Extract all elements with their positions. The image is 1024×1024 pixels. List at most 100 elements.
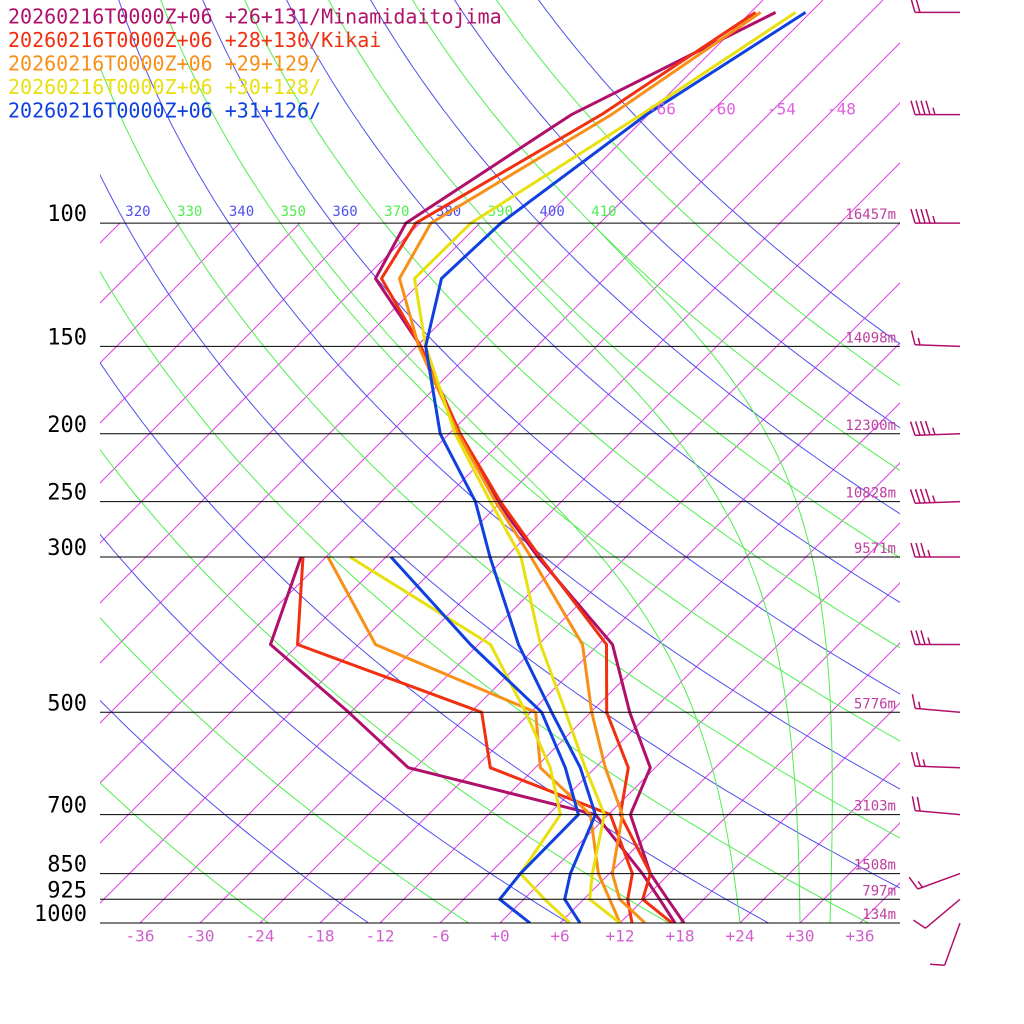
adiabat-label: 400 — [540, 204, 565, 220]
barb-staff — [915, 809, 961, 816]
x-tick-label: +30 — [786, 927, 815, 946]
barb-half — [917, 880, 924, 888]
barb-full — [910, 330, 916, 345]
barb-full — [916, 796, 921, 812]
dry-adiabat — [100, 270, 869, 923]
barb-full — [910, 751, 916, 767]
barb-full — [920, 208, 926, 224]
barb-staff — [915, 707, 961, 714]
adiabat-label: 360 — [332, 204, 357, 220]
isotherm — [100, 0, 824, 724]
wind-barb — [913, 898, 961, 929]
wind-barb — [930, 922, 961, 967]
wind-barb — [910, 208, 960, 224]
isotherm — [100, 222, 301, 424]
pressure-label: 500 — [47, 691, 87, 716]
wind-barb — [910, 751, 961, 769]
dry-adiabat — [370, 0, 900, 515]
x-tick-label: +6 — [550, 927, 569, 946]
barb-full — [925, 208, 931, 224]
legend-entry: 20260216T0000Z+06 +28+130/Kikai — [8, 28, 381, 52]
barb-half — [932, 215, 936, 224]
barb-full — [920, 542, 926, 558]
isotherm-label: -66 — [647, 100, 676, 119]
wind-barb — [911, 796, 961, 816]
legend-entry: 20260216T0000Z+06 +29+129/ — [8, 52, 321, 76]
dry-adiabat — [100, 361, 769, 923]
barb-staff — [917, 872, 961, 890]
adiabat-label: 370 — [384, 204, 409, 220]
dry-adiabat — [328, 0, 900, 559]
barb-half — [932, 107, 936, 115]
barb-full — [914, 488, 921, 504]
barb-full — [925, 100, 931, 115]
isotherm — [619, 642, 900, 923]
dry-adiabat — [202, 0, 900, 695]
isotherm — [439, 462, 900, 923]
barb-full — [910, 542, 916, 558]
x-tick-label: -6 — [430, 927, 449, 946]
dewpoint-line — [269, 556, 677, 923]
dry-adiabat — [495, 0, 900, 387]
dry-adiabat — [100, 173, 900, 889]
isotherm — [679, 702, 900, 923]
wind-barb — [909, 488, 961, 504]
isotherm — [319, 342, 900, 923]
height-label: 797m — [862, 883, 896, 899]
barb-staff — [915, 500, 961, 504]
height-label: 16457m — [845, 207, 896, 223]
temperature-line — [398, 11, 762, 923]
x-tick-label: -24 — [246, 927, 275, 946]
pressure-label: 250 — [47, 481, 87, 506]
barb-full — [910, 208, 916, 224]
dry-adiabat — [118, 0, 900, 790]
barb-full — [915, 100, 921, 115]
isotherm — [100, 222, 241, 364]
x-tick-label: -30 — [186, 927, 215, 946]
wind-barb — [908, 872, 961, 890]
isotherm — [379, 402, 900, 923]
dry-adiabat — [244, 0, 900, 649]
isotherm-label: -48 — [827, 100, 856, 119]
dry-adiabat — [160, 0, 900, 742]
pressure-label: 200 — [47, 413, 87, 438]
barb-full — [920, 630, 926, 645]
barb-half — [927, 549, 931, 558]
barb-full — [910, 100, 916, 115]
barb-full — [913, 919, 926, 929]
height-label: 12300m — [845, 418, 896, 434]
barb-full — [910, 0, 916, 13]
barb-full — [924, 420, 931, 436]
barb-full — [910, 630, 916, 645]
barb-full — [914, 421, 921, 436]
height-label: 5776m — [854, 696, 896, 712]
wind-barb — [910, 100, 960, 116]
wind-barb — [910, 330, 961, 348]
isotherm — [100, 42, 900, 844]
barb-half — [927, 637, 931, 645]
isotherm — [499, 522, 900, 923]
height-label: 3103m — [854, 799, 896, 815]
isotherm — [100, 222, 421, 544]
x-tick-label: +18 — [666, 927, 695, 946]
barb-half — [918, 701, 921, 709]
barb-full — [915, 0, 921, 13]
adiabat-label: 320 — [125, 204, 150, 220]
barb-full — [915, 542, 921, 558]
height-label: 14098m — [845, 330, 896, 346]
height-label: 134m — [862, 907, 896, 923]
moist-adiabat — [591, 223, 833, 923]
barb-staff — [925, 898, 961, 929]
height-label: 1508m — [854, 858, 896, 874]
x-tick-label: +12 — [606, 927, 635, 946]
dry-adiabat — [100, 699, 369, 923]
wind-barb — [910, 542, 960, 558]
isotherm — [199, 222, 900, 923]
isotherm — [100, 0, 884, 784]
dry-adiabat — [412, 0, 900, 472]
isotherm — [139, 162, 900, 923]
pressure-label: 300 — [47, 536, 87, 561]
barb-full — [911, 796, 916, 811]
barb-full — [915, 630, 921, 645]
